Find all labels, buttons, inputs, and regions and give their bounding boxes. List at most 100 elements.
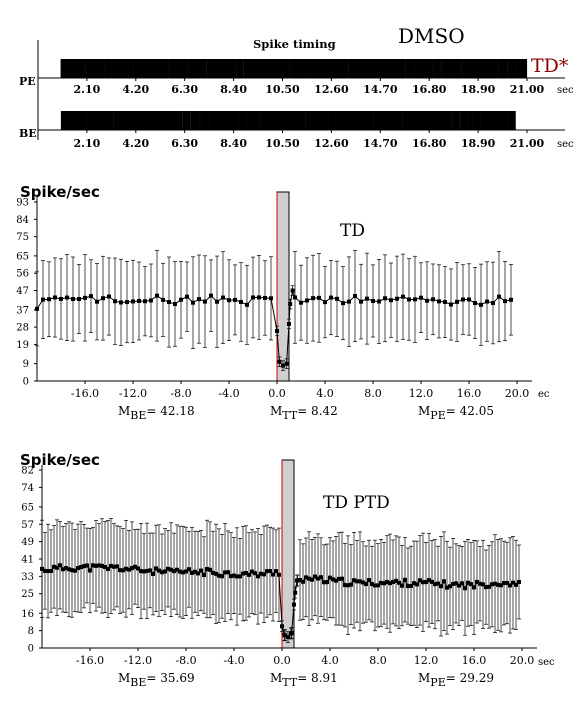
psth-td-data-point xyxy=(197,297,201,302)
raster-x-tick-label: 21.00 xyxy=(510,137,545,150)
psth-tdptd-y-tick-label: 25 xyxy=(21,589,34,600)
psth-tdptd-data-point xyxy=(415,582,419,587)
psth-td-data-point xyxy=(233,297,237,302)
psth-td-data-point xyxy=(383,296,387,301)
psth-tdptd-data-point xyxy=(430,579,434,584)
psth-td-y-tick-label: 47 xyxy=(16,286,29,297)
psth-tdptd-data-point xyxy=(109,563,113,568)
psth-tdptd-data-point xyxy=(385,579,389,584)
raster-x-tick-label: 4.20 xyxy=(122,137,149,150)
psth-td-data-point xyxy=(161,297,165,302)
psth-tdptd-data-point xyxy=(292,602,296,607)
psth-td-data-point xyxy=(305,298,309,303)
psth-tdptd-data-point xyxy=(355,579,359,584)
psth-td-y-tick-label: 65 xyxy=(16,251,29,262)
psth-td-data-point xyxy=(263,295,267,300)
raster-title: Spike timing xyxy=(253,37,336,51)
psth-td-data-point xyxy=(131,299,135,304)
psth-td-data-point xyxy=(215,299,219,304)
psth-tdptd-y-tick-label: 41 xyxy=(21,555,34,566)
psth-tdptd-x-tick-label: 0.0 xyxy=(273,654,291,667)
psth-td-data-point xyxy=(407,297,411,302)
psth-tdptd-data-point xyxy=(193,569,197,574)
psth-td-markers xyxy=(35,288,513,368)
psth-tdptd-y-tick-label: 74 xyxy=(21,483,34,494)
psth-tdptd-data-point xyxy=(328,575,332,580)
psth-td-y-tick-label: 9 xyxy=(23,359,29,370)
psth-tdptd-data-point xyxy=(293,590,298,595)
psth-tdptd-data-point xyxy=(496,582,500,587)
psth-tdptd-data-point xyxy=(346,583,350,588)
psth-tdptd-data-point xyxy=(370,582,374,587)
psth-td-data-point xyxy=(401,294,405,299)
psth-tdptd-data-point xyxy=(298,577,302,582)
psth-td-data-point xyxy=(284,361,289,366)
psth-tdptd-data-point xyxy=(409,583,413,588)
psth-td-data-point xyxy=(347,299,351,304)
psth-tdptd-data-point xyxy=(478,581,482,586)
psth-td-y-tick-label: 0 xyxy=(23,377,29,388)
psth-tdptd-data-point xyxy=(76,566,80,571)
psth-td-stat-pe: MPE= 42.05 xyxy=(418,404,494,422)
psth-td-data-point xyxy=(287,321,291,326)
psth-tdptd-data-point xyxy=(124,566,128,571)
psth-tdptd-data-point xyxy=(379,580,383,585)
psth-tdptd-data-point xyxy=(49,569,53,574)
psth-tdptd-data-point xyxy=(235,574,239,579)
psth-tdptd-data-point xyxy=(286,635,290,640)
psth-tdptd-data-point xyxy=(475,579,479,584)
psth-tdptd-data-point xyxy=(283,633,287,638)
raster-panel: DMSO Spike timing TD* PE BE 2.10 4.20 6.30… xyxy=(19,24,574,150)
psth-tdptd-data-point xyxy=(397,580,401,585)
psth-td-data-point xyxy=(59,296,63,301)
psth-tdptd-data-point xyxy=(406,584,410,589)
psth-td-data-point xyxy=(497,294,501,299)
psth-td-ylabel: Spike/sec xyxy=(20,183,100,201)
psth-tdptd-data-point xyxy=(103,565,107,570)
psth-tdptd-data-point xyxy=(178,569,182,574)
psth-tdptd-data-point xyxy=(274,569,278,574)
psth-td-data-point xyxy=(509,297,513,302)
psth-tdptd-data-point xyxy=(85,563,89,568)
psth-tdptd-data-point xyxy=(472,585,476,590)
psth-tdptd-data-point xyxy=(505,581,509,586)
psth-tdptd-data-point xyxy=(253,571,257,576)
psth-tdptd-title: TD PTD xyxy=(323,493,390,513)
psth-td-data-point xyxy=(191,300,195,305)
psth-tdptd-data-point xyxy=(112,564,116,569)
psth-td-x-tick-label: -4.0 xyxy=(218,387,239,400)
psth-tdptd-data-point xyxy=(187,567,191,572)
raster-x-tick-label: 6.30 xyxy=(171,83,198,96)
psth-tdptd-stat-be: MBE= 35.69 xyxy=(118,671,195,689)
psth-tdptd-data-point xyxy=(118,568,122,573)
psth-tdptd-data-point xyxy=(43,568,47,573)
psth-tdptd-data-point xyxy=(247,572,251,577)
psth-tdptd-x-tick-label: 20.0 xyxy=(510,654,535,667)
psth-tdptd-data-point xyxy=(445,585,449,590)
psth-tdptd-data-point xyxy=(73,568,77,573)
psth-td-data-point xyxy=(35,306,39,311)
psth-tdptd-data-point xyxy=(154,566,158,571)
psth-td-data-point xyxy=(83,295,87,300)
psth-td-data-point xyxy=(341,301,345,306)
psth-tdptd-x-tick-label: -12.0 xyxy=(124,654,152,667)
psth-td-data-point xyxy=(485,299,489,304)
psth-tdptd-data-point xyxy=(151,571,155,576)
psth-td-x-tick-label: -16.0 xyxy=(71,387,99,400)
psth-tdptd-data-point xyxy=(394,578,398,583)
psth-tdptd-data-point xyxy=(121,568,125,573)
psth-tdptd-data-point xyxy=(358,579,362,584)
psth-tdptd-data-point xyxy=(388,581,392,586)
psth-tdptd-data-point xyxy=(157,568,161,573)
psth-tdptd-data-point xyxy=(502,581,506,586)
psth-td-data-point xyxy=(125,300,129,305)
psth-tdptd-data-point xyxy=(412,581,416,586)
psth-tdptd-data-point xyxy=(265,569,269,574)
psth-tdptd-data-point xyxy=(184,569,188,574)
psth-tdptd-stat-pe: MPE= 29.29 xyxy=(418,671,494,689)
psth-td-stat-tt: MTT= 8.42 xyxy=(270,404,338,422)
psth-td-y-tick-label: 28 xyxy=(16,323,29,334)
psth-tdptd-data-point xyxy=(139,569,143,574)
psth-td-data-point xyxy=(41,297,45,302)
psth-tdptd-data-point xyxy=(217,573,221,578)
